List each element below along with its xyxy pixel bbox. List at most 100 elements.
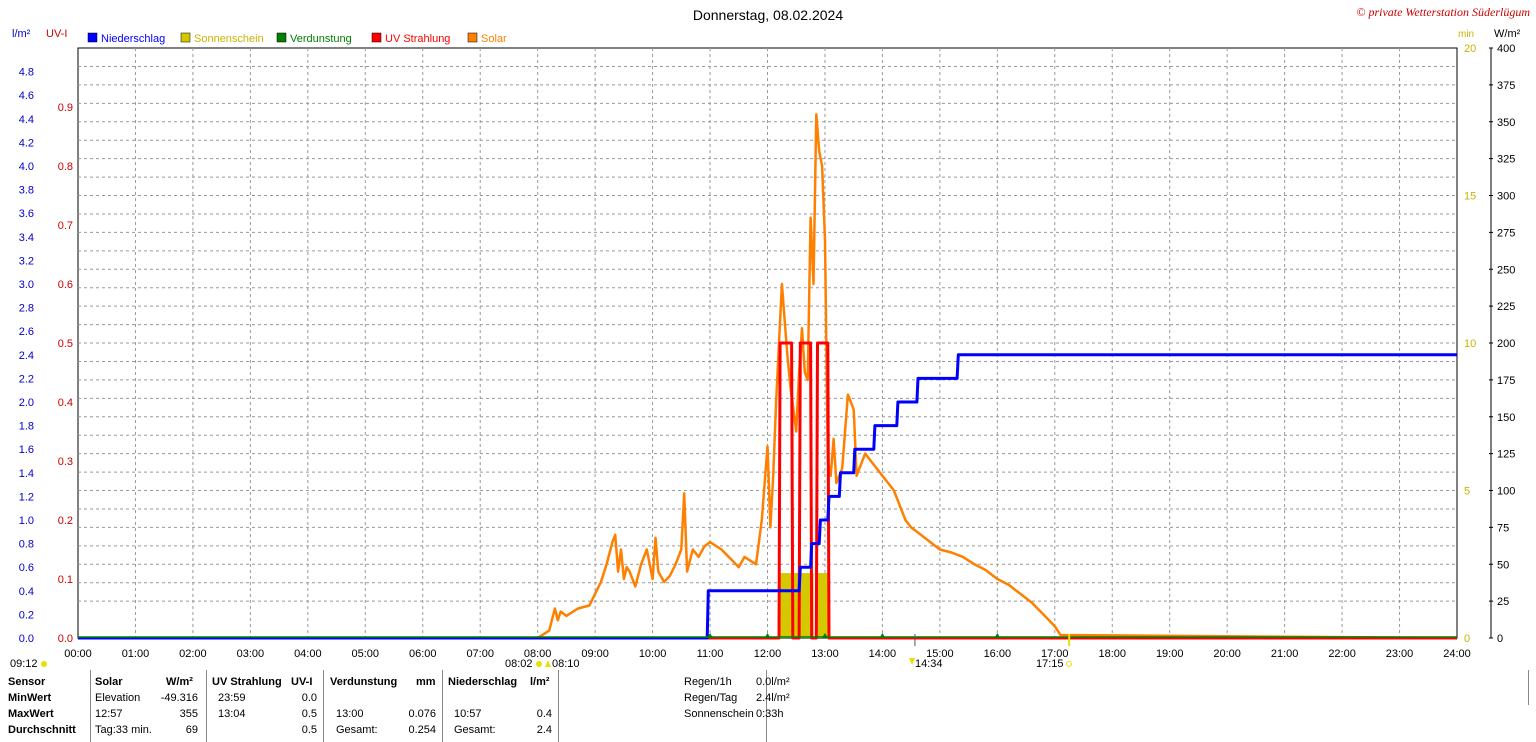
col-uv-header: UV Strahlung bbox=[212, 676, 282, 688]
table-cell: -49.316 bbox=[160, 692, 198, 704]
rain-tick-label: 0.8 bbox=[19, 539, 34, 551]
rain-tick-label: 3.0 bbox=[19, 279, 34, 291]
legend-label: UV Strahlung bbox=[385, 33, 450, 45]
rain-tick-label: 1.8 bbox=[19, 421, 34, 433]
rain-tick-label: 1.2 bbox=[19, 491, 34, 503]
series-line-solar bbox=[78, 113, 1458, 640]
x-tick-label: 11:00 bbox=[697, 648, 724, 660]
legend-label: Niederschlag bbox=[101, 33, 165, 45]
x-tick-label: 10:00 bbox=[639, 648, 667, 660]
rain-tick-label: 0.0 bbox=[19, 633, 34, 645]
table-cell: 0.4 bbox=[536, 708, 552, 720]
solar-tick-label: 300 bbox=[1497, 191, 1515, 203]
solar-tick-label: 150 bbox=[1497, 412, 1515, 424]
uv-tick-label: 0.2 bbox=[58, 515, 73, 527]
uv-tick-label: 0.6 bbox=[58, 279, 73, 291]
moon-icon bbox=[1066, 661, 1072, 667]
table-divider bbox=[766, 670, 767, 742]
x-tick-label: 08:00 bbox=[524, 648, 552, 660]
evaporation-marker bbox=[707, 633, 714, 638]
uv-tick-label: 0.1 bbox=[58, 574, 73, 586]
rain-tick-label: 3.6 bbox=[19, 208, 34, 220]
marker-dawn-end: 08:10 bbox=[552, 658, 580, 670]
sun-tick-label: 15 bbox=[1464, 191, 1476, 203]
solar-tick-label: 200 bbox=[1497, 338, 1515, 350]
marker-sunset: 17:15 bbox=[1036, 658, 1064, 670]
rain-tick-label: 4.8 bbox=[19, 67, 34, 79]
x-tick-label: 05:00 bbox=[352, 648, 380, 660]
rain-tick-label: 1.4 bbox=[19, 468, 34, 480]
solar-tick-label: 225 bbox=[1497, 301, 1515, 313]
solar-tick-label: 275 bbox=[1497, 227, 1515, 239]
sun-tick-label: 10 bbox=[1464, 338, 1476, 350]
sun-icon bbox=[536, 661, 542, 667]
col-solar: Solar bbox=[95, 676, 123, 688]
solar-tick-label: 400 bbox=[1497, 43, 1515, 55]
rain-tick-label: 0.2 bbox=[19, 609, 34, 621]
rain-tick-label: 2.4 bbox=[19, 350, 34, 362]
x-tick-label: 06:00 bbox=[409, 648, 437, 660]
solar-tick-label: 75 bbox=[1497, 522, 1509, 534]
weather-chart: Donnerstag, 08.02.2024 © private Wetters… bbox=[10, 5, 1530, 670]
time-markers: 09:12 08:02 08:10 14:34 17:15 bbox=[10, 634, 1072, 670]
rain-tick-label: 1.6 bbox=[19, 444, 34, 456]
rain-tick-label: 2.6 bbox=[19, 326, 34, 338]
copyright-label: © private Wetterstation Süderlügum bbox=[1356, 5, 1530, 19]
evaporation-marker bbox=[821, 633, 828, 638]
x-tick-label: 01:00 bbox=[122, 648, 150, 660]
table-cell: Tag:33 min. bbox=[95, 724, 152, 736]
x-tick-label: 15:00 bbox=[926, 648, 954, 660]
solar-tick-label: 325 bbox=[1497, 154, 1515, 166]
x-tick-label: 20:00 bbox=[1213, 648, 1241, 660]
x-tick-label: 00:00 bbox=[64, 648, 92, 660]
x-tick-label: 23:00 bbox=[1386, 648, 1414, 660]
table-divider bbox=[90, 670, 91, 742]
table-cell: 13:00 bbox=[336, 708, 364, 720]
x-tick-label: 22:00 bbox=[1328, 648, 1356, 660]
x-tick-label: 12:00 bbox=[754, 648, 782, 660]
marker-left-time: 09:12 bbox=[10, 658, 38, 670]
series-line-uv-strahlung bbox=[78, 341, 1457, 640]
rain-tick-label: 4.0 bbox=[19, 161, 34, 173]
solar-tick-label: 25 bbox=[1497, 596, 1509, 608]
uv-tick-label: 0.4 bbox=[58, 397, 73, 409]
rain-tick-label: 0.6 bbox=[19, 562, 34, 574]
triangle-up-icon bbox=[545, 660, 551, 667]
sunshine-bar bbox=[778, 573, 814, 638]
evaporation-marker bbox=[879, 633, 886, 638]
col-uv: UV Strahlung bbox=[212, 676, 282, 688]
table-cell: Elevation bbox=[95, 692, 141, 704]
evaporation-marker bbox=[994, 633, 1001, 638]
table-cell: Gesamt: bbox=[454, 724, 496, 736]
col-ns-unit-header: l/m² bbox=[530, 676, 550, 688]
evaporation-marker bbox=[764, 633, 771, 638]
col-solar-unit-header: W/m² bbox=[166, 676, 193, 688]
legend-swatch bbox=[87, 32, 98, 43]
solar-tick-label: 0 bbox=[1497, 633, 1503, 645]
legend-swatch bbox=[371, 32, 382, 43]
uv-tick-label: 0.8 bbox=[58, 161, 73, 173]
x-tick-label: 24:00 bbox=[1443, 648, 1471, 660]
marker-sun-max: 14:34 bbox=[915, 658, 943, 670]
x-tick-label: 18:00 bbox=[1098, 648, 1126, 660]
table-cell: 0.5 bbox=[301, 708, 317, 720]
solar-tick-label: 50 bbox=[1497, 559, 1509, 571]
x-tick-label: 02:00 bbox=[179, 648, 207, 660]
rain-tick-label: 4.4 bbox=[19, 114, 34, 126]
col-ev: Verdunstung bbox=[330, 676, 398, 688]
table-cell: 355 bbox=[179, 708, 198, 720]
triangle-down-icon bbox=[909, 658, 915, 665]
right-unit-wm2: W/m² bbox=[1494, 28, 1521, 40]
table-cell: MaxWert bbox=[8, 708, 54, 720]
summary-value: 2.4l/m² bbox=[756, 692, 790, 704]
rain-tick-label: 1.0 bbox=[19, 515, 34, 527]
series-lines bbox=[78, 113, 1458, 640]
x-tick-label: 13:00 bbox=[811, 648, 839, 660]
rain-tick-label: 2.0 bbox=[19, 397, 34, 409]
legend-label: Solar bbox=[481, 33, 507, 45]
table-cell: 0.076 bbox=[408, 708, 436, 720]
summary-label: Regen/1h bbox=[684, 676, 732, 688]
grid bbox=[77, 47, 1458, 639]
col-solar-header: Solar bbox=[95, 676, 123, 688]
table-cell: 0.5 bbox=[301, 724, 317, 736]
